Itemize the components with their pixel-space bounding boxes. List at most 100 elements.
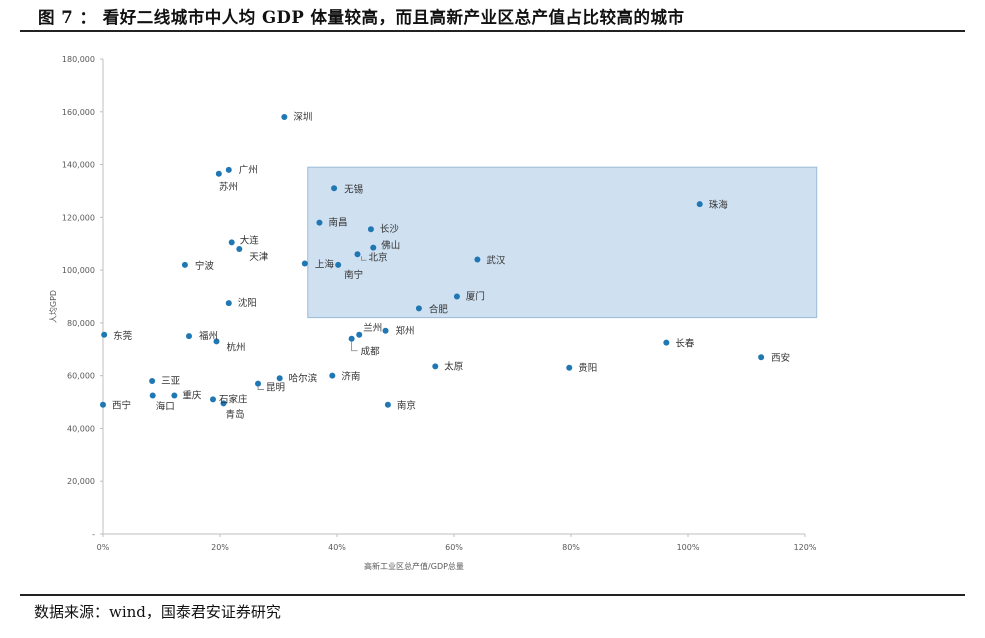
data-point-label: 宁波 [195,260,215,272]
x-tick-label: 20% [211,543,229,552]
data-point-label: 济南 [341,371,360,383]
data-point [453,293,460,300]
data-point [215,170,222,177]
data-point-label: 石家庄 [219,393,248,405]
data-point-label: 贵阳 [578,362,597,374]
data-point [566,364,573,371]
data-point-label: 太原 [444,360,463,372]
highlight-layer [307,166,818,319]
data-point-label: 昆明 [266,383,285,394]
data-point-label: 杭州 [226,341,245,353]
x-tick-label: 0% [97,543,110,552]
y-tick-label: 140,000 [62,161,95,170]
data-point-label: 南昌 [328,217,347,229]
data-point-label: 南宁 [344,269,363,281]
data-point-label: 西宁 [112,400,131,412]
data-point [236,246,243,252]
leader-line [361,256,367,261]
data-point [384,401,391,408]
data-point [185,333,192,340]
data-point-label: 佛山 [381,240,400,252]
data-point [316,219,323,226]
data-point-label: 大连 [240,234,260,246]
data-point-label: 沈阳 [238,297,257,309]
x-axis-title: 高新工业区总产值/GDP总量 [364,561,464,571]
axis-layer: - 20,000 40,000 60,000 80,000 100,000 120,000 1… [62,55,817,552]
data-point [329,372,336,379]
data-point-label: 兰州 [363,322,382,334]
data-point-label: 长春 [675,338,695,350]
data-point [696,201,703,208]
data-point-label: 广州 [239,164,258,176]
data-point [663,339,670,346]
data-point [149,392,156,399]
data-point [213,338,220,345]
data-point-label: 东莞 [113,330,133,342]
x-tick-label: 40% [328,543,346,552]
top-rule [20,30,965,32]
data-point [281,114,288,121]
data-point-label: 上海 [315,259,335,271]
y-tick-label: - [92,530,95,539]
data-point-label: 青岛 [226,408,245,420]
data-point-label: 福州 [199,330,218,342]
data-point [370,244,377,251]
data-point [432,363,439,370]
points-layer [100,114,765,408]
data-point [255,380,262,387]
data-point-label: 北京 [368,251,387,263]
data-point [149,377,156,384]
x-tick-label: 100% [677,543,700,552]
y-tick-label: 20,000 [67,477,95,486]
source-note: 数据来源：wind，国泰君安证券研究 [34,603,281,621]
data-point [382,327,389,334]
bottom-rule [20,594,965,596]
data-point [100,401,106,408]
data-point [225,300,232,307]
data-point [276,375,283,382]
data-point [356,331,363,338]
data-point-label: 郑州 [396,325,415,337]
y-tick-label: 60,000 [67,372,95,381]
x-tick-label: 120% [794,543,817,552]
data-point [331,185,338,192]
y-tick-label: 180,000 [62,55,95,64]
data-point [181,261,188,268]
data-point-label: 长沙 [380,223,400,235]
data-point-label: 珠海 [709,199,729,211]
data-point-label: 武汉 [486,255,506,267]
y-axis-title: 人均GPD [48,290,58,323]
highlight-region [307,166,818,319]
data-point [474,256,481,263]
y-tick-label: 100,000 [62,266,95,275]
y-tick-label: 120,000 [62,213,95,222]
data-point [354,251,361,258]
data-point [367,226,374,233]
data-point-label: 西安 [771,352,790,364]
y-tick-label: 80,000 [67,319,95,328]
y-tick-label: 40,000 [67,424,95,433]
leader-line [351,341,358,352]
data-point-label: 深圳 [293,112,312,123]
data-point-label: 厦门 [466,291,485,303]
data-point-label: 南京 [397,400,416,412]
data-point [171,392,178,399]
data-point-label: 无锡 [344,183,363,195]
data-point-label: 苏州 [219,181,238,193]
figure-title: 图 7 ： 看好二线城市中人均 GDP 体量较高，而且高新产业区总产值占比较高的… [38,8,685,27]
y-tick-label: 160,000 [62,108,95,117]
data-point-label: 海口 [156,400,175,412]
scatter-chart: - 20,000 40,000 60,000 80,000 100,000 120,000 1… [48,55,818,571]
data-point-label: 成都 [361,346,381,358]
data-point-label: 重庆 [182,389,202,401]
x-tick-label: 60% [445,543,463,552]
data-point [348,335,355,342]
data-point [101,331,108,338]
data-point [225,166,232,173]
x-tick-label: 80% [562,543,580,552]
data-point [758,354,765,361]
data-point-label: 天津 [249,252,269,263]
data-point-label: 三亚 [161,376,181,387]
data-point [220,400,227,407]
